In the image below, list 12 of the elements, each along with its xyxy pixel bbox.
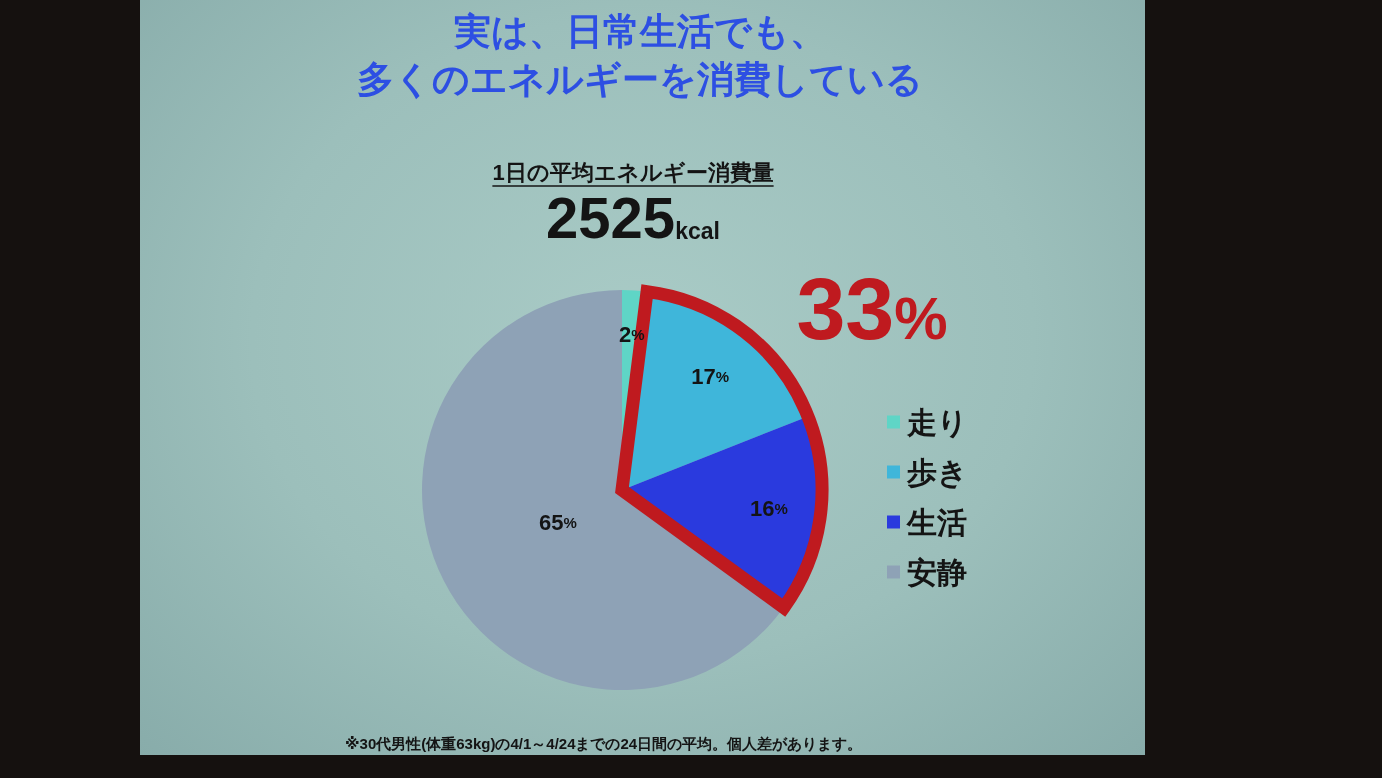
- data-label: 16%: [749, 496, 788, 522]
- text: 2525kcal: [546, 184, 720, 250]
- text: 33%: [796, 258, 948, 358]
- chart-title: 実は、日常生活でも、多くのエネルギーを消費している: [357, 10, 923, 100]
- chart-subtitle: 1日の平均エネルギー消費量: [492, 159, 774, 185]
- legend-label: 安静: [907, 555, 967, 589]
- legend-label: 生活: [906, 505, 967, 539]
- data-label: 17%: [691, 363, 730, 389]
- legend-label: 歩き: [906, 455, 968, 489]
- legend-label: 走り: [906, 405, 968, 439]
- data-label: 65%: [538, 510, 577, 536]
- text: ※30代男性(体重63kg)の4/1～4/24までの24日間の平均。個人差があります。: [345, 734, 863, 753]
